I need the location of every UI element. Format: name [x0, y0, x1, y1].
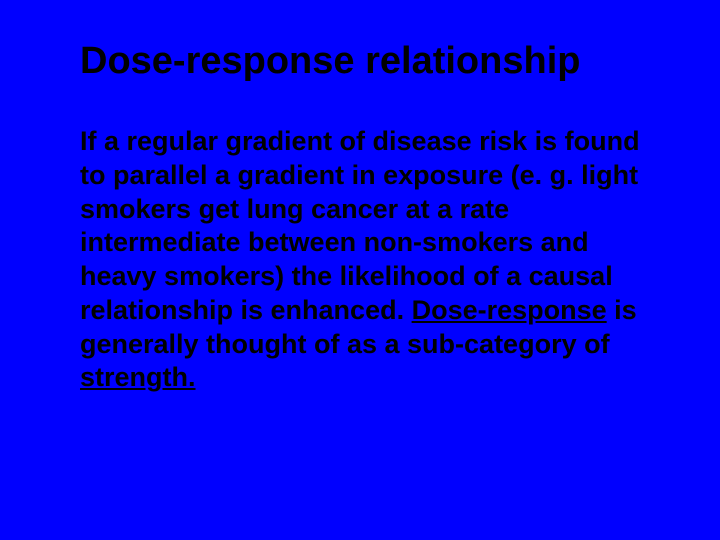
- slide-title: Dose-response relationship: [80, 40, 650, 83]
- slide-body: If a regular gradient of disease risk is…: [80, 125, 650, 395]
- body-underlined-2: strength.: [80, 362, 196, 392]
- body-underlined-1: Dose-response: [412, 295, 607, 325]
